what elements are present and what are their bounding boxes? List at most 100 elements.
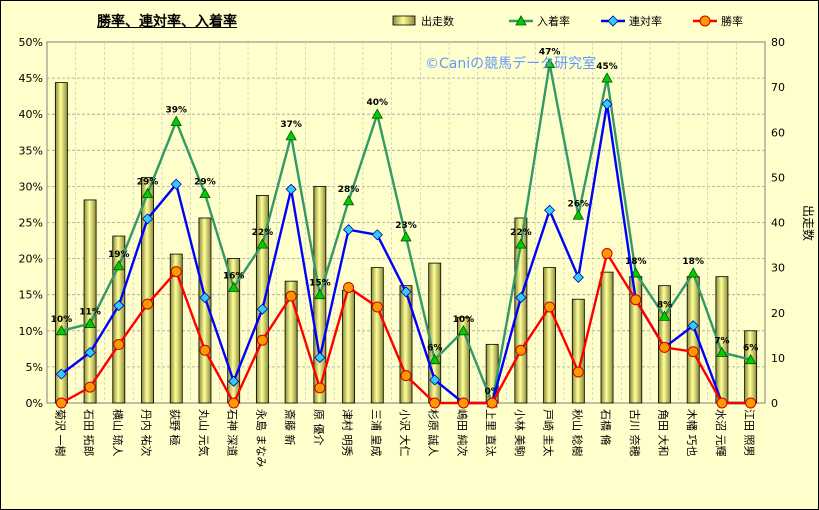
place-rate-point: [55, 324, 68, 336]
x-tick-label: 小林 美駒: [513, 409, 527, 457]
place-rate-point: [141, 187, 154, 199]
x-tick-label: 丸山 元気: [197, 409, 211, 457]
win-rate-point: [55, 397, 67, 409]
data-label: 26%: [568, 199, 590, 209]
x-tick-label: 江田 照男: [743, 409, 756, 457]
data-label: 22%: [252, 228, 274, 238]
quinella-rate-point: [84, 346, 96, 359]
place-rate-point: [515, 238, 527, 249]
data-label: 28%: [338, 185, 360, 195]
y2-tick-label: 60: [771, 126, 785, 139]
y-tick-label: 15%: [19, 289, 43, 302]
y-tick-label: 10%: [19, 325, 43, 338]
x-tick-label: 津村 明秀: [341, 409, 355, 457]
x-tick-label: 上里 直汰: [484, 409, 498, 457]
bar-starts: [284, 280, 298, 404]
place-rate-point: [228, 281, 240, 292]
x-tick-label: 永島 まなみ: [254, 409, 268, 468]
data-label: 18%: [682, 257, 704, 267]
quinella-rate-point: [687, 320, 699, 332]
y-tick-label: 35%: [19, 144, 43, 157]
data-label: 22%: [510, 228, 532, 238]
x-tick-label: 三浦 皇成: [369, 409, 383, 457]
place-rate-point: [84, 317, 96, 328]
y2-axis-label: 出走数: [801, 205, 816, 241]
legend: 出走数 入着率 連対率 勝率: [392, 14, 743, 28]
win-rate-point: [544, 301, 556, 313]
x-tick-label: 石神 深道: [226, 409, 240, 457]
data-label: 19%: [108, 250, 130, 260]
place-rate-point: [716, 346, 728, 357]
place-rate-point: [658, 310, 671, 321]
win-rate-point: [170, 266, 182, 278]
bar-starts: [342, 289, 355, 404]
place-rate-point: [457, 324, 470, 336]
x-tick-label: 古川 奈穂: [628, 409, 642, 457]
y-tick-label: 25%: [19, 217, 43, 230]
x-tick-label: 水沼 元輝: [714, 409, 728, 457]
data-label: 0%: [485, 387, 500, 397]
place-rate-point: [744, 353, 757, 365]
x-tick-label: 斎藤 新: [283, 409, 297, 446]
quinella-rate-point: [544, 204, 556, 216]
data-label: 47%: [539, 48, 561, 58]
win-rate-point: [630, 294, 642, 306]
place-rate-point: [572, 209, 584, 220]
win-rate-point: [142, 298, 154, 310]
quinella-rate-point: [342, 224, 355, 236]
win-rate-point: [228, 397, 240, 409]
win-rate-point: [572, 366, 584, 378]
x-tick-label: 荻野 極: [168, 409, 182, 446]
quinella-rate-point: [400, 286, 412, 298]
x-tick-label: 木幡 巧也: [685, 409, 699, 457]
place-rate-point: [601, 72, 613, 83]
win-rate-point: [601, 248, 613, 260]
win-rate-point: [716, 397, 728, 409]
place-rate-point: [113, 259, 125, 271]
quinella-rate-point: [141, 213, 154, 225]
win-rate-point: [371, 301, 383, 313]
data-label: 45%: [596, 62, 618, 72]
quinella-rate-point: [256, 303, 268, 315]
place-rate-point: [371, 108, 383, 119]
place-rate-point: [342, 195, 355, 206]
win-rate-point: [84, 381, 96, 393]
x-tick-label: 原 優介: [312, 409, 325, 446]
y-tick-label: 30%: [19, 180, 43, 193]
y2-tick-label: 10: [771, 352, 785, 365]
data-label: 15%: [309, 279, 331, 289]
quinella-rate-point: [285, 183, 297, 195]
bar-starts: [744, 330, 758, 404]
win-rate-point: [113, 339, 125, 351]
legend-item: 勝率: [721, 14, 743, 28]
data-label: 10%: [51, 315, 73, 325]
x-tick-label: 菊沢 一樹: [53, 409, 67, 457]
y2-tick-label: 30: [771, 262, 785, 275]
quinella-rate-point: [429, 374, 441, 386]
data-label: 6%: [743, 344, 758, 354]
win-rate-point: [457, 397, 469, 409]
bar-starts: [112, 235, 126, 404]
place-rate-point: [285, 130, 297, 141]
data-label: 29%: [137, 178, 159, 188]
y2-tick-label: 20: [771, 307, 785, 320]
win-rate-point: [314, 382, 326, 394]
data-label: 39%: [165, 105, 187, 115]
win-rate-point: [486, 397, 498, 409]
legend-marker: [515, 15, 527, 26]
y2-tick-label: 50: [771, 171, 785, 184]
x-tick-label: 戸崎 圭太: [542, 409, 556, 457]
place-rate-point: [429, 353, 441, 365]
data-label: 11%: [79, 308, 101, 318]
x-tick-label: 嶋田 純次: [455, 409, 469, 457]
y-tick-label: 45%: [19, 72, 43, 85]
win-rate-point: [285, 290, 297, 302]
place-rate-point: [170, 115, 182, 126]
win-rate-point: [745, 397, 757, 409]
x-tick-label: 角田 大和: [656, 409, 670, 457]
watermark: ©Caniの競馬データ研究室: [425, 55, 596, 72]
legend-item: 出走数: [421, 14, 454, 28]
chart-title: 勝率、連対率、入着率: [97, 14, 237, 30]
data-label: 16%: [223, 271, 245, 281]
